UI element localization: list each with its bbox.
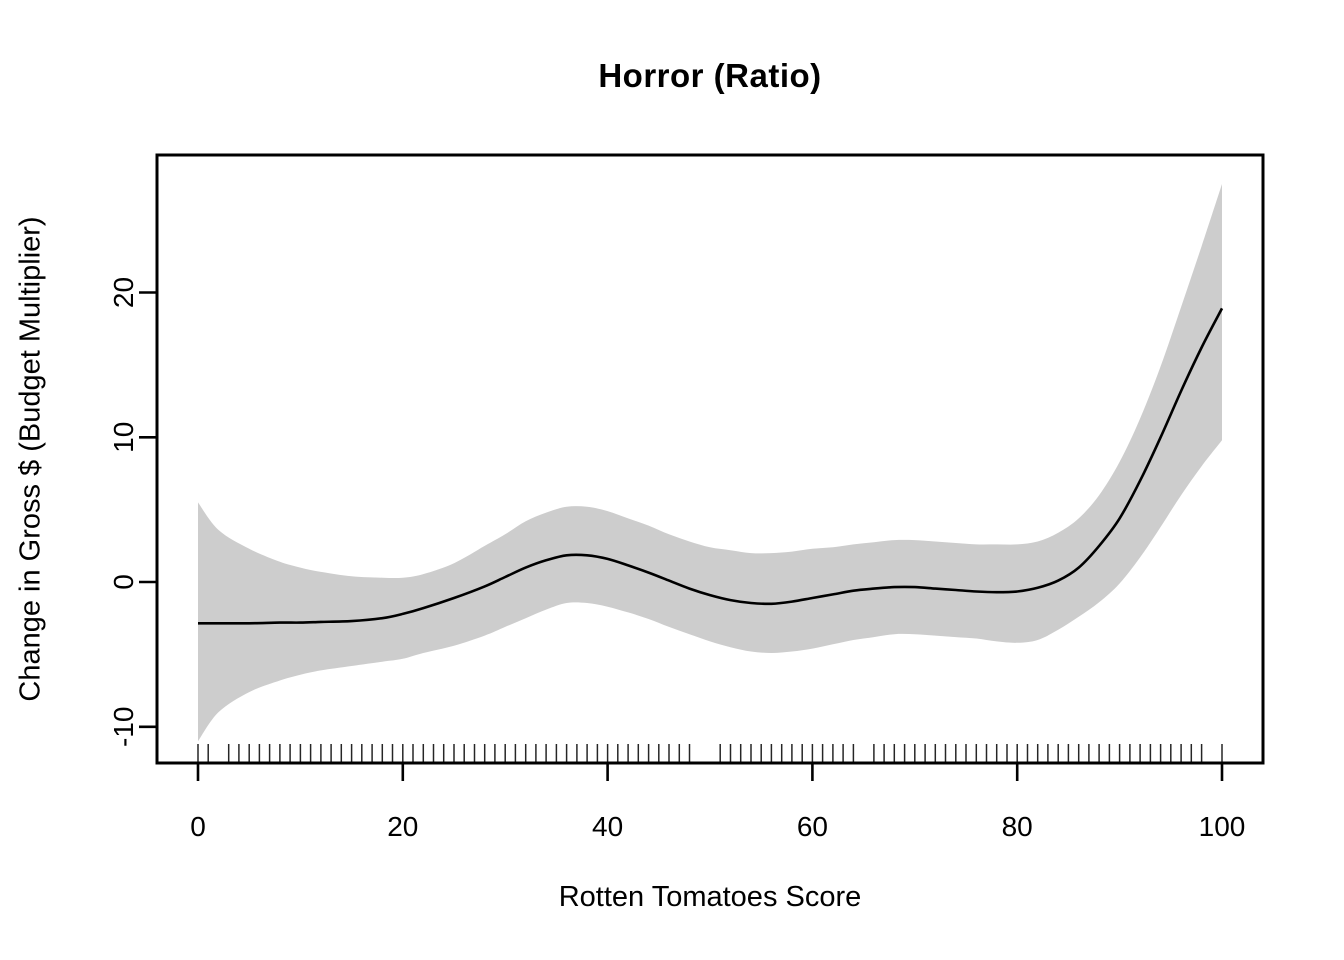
y-tick-label: 20 bbox=[108, 277, 139, 308]
y-tick-label: -10 bbox=[108, 707, 139, 747]
rug-marks bbox=[197, 744, 1223, 763]
plot-box bbox=[155, 153, 1265, 765]
x-tick-label: 80 bbox=[1002, 811, 1033, 842]
x-tick-label: 0 bbox=[190, 811, 206, 842]
x-tick-label: 20 bbox=[387, 811, 418, 842]
confidence-band bbox=[198, 184, 1222, 742]
x-tick-label: 40 bbox=[592, 811, 623, 842]
plot-title: Horror (Ratio) bbox=[598, 57, 822, 94]
y-tick-label: 0 bbox=[108, 574, 139, 590]
x-axis-label: Rotten Tomatoes Score bbox=[558, 881, 862, 913]
x-tick-label: 100 bbox=[1199, 811, 1246, 842]
fitted-line bbox=[197, 307, 1224, 625]
y-axis-label: Change in Gross $ (Budget Multiplier) bbox=[14, 216, 47, 702]
y-tick-label: 10 bbox=[108, 422, 139, 453]
x-tick-label: 60 bbox=[797, 811, 828, 842]
